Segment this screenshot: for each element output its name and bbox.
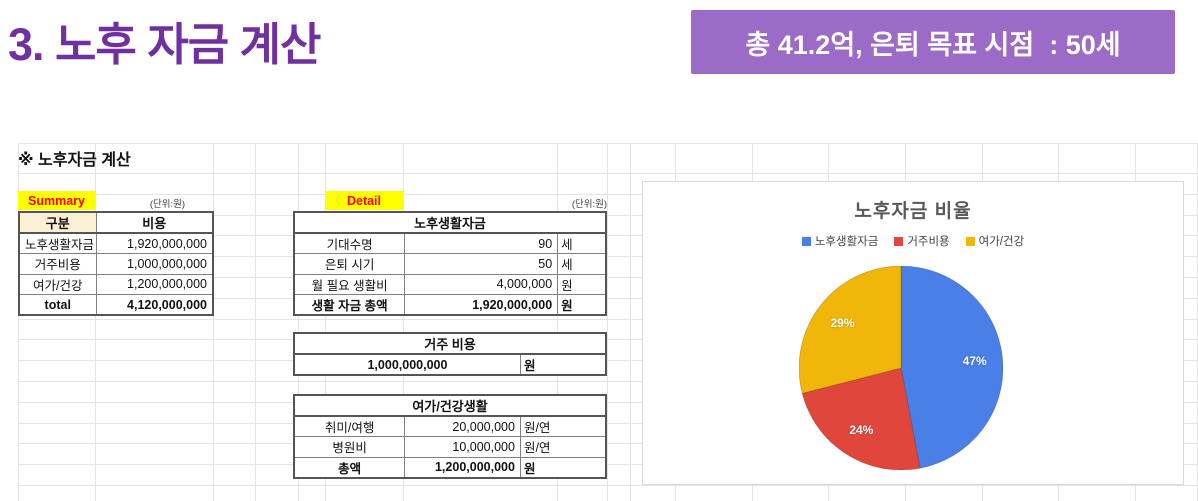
legend-item: 여가/건강: [965, 233, 1025, 249]
living-row-unit[interactable]: 세: [557, 232, 607, 254]
summary-total-label[interactable]: total: [18, 294, 97, 316]
detail-unit-note[interactable]: (단위:원): [571, 199, 607, 210]
leisure-row-value[interactable]: 10,000,000: [404, 436, 521, 458]
chart-title: 노후자금 비율: [854, 201, 972, 222]
pie-slice-label: 29%: [830, 315, 855, 330]
living-row-unit[interactable]: 세: [557, 253, 607, 275]
table-row: 취미/여행 20,000,000 원/연: [293, 415, 607, 437]
leisure-row-unit[interactable]: 원/연: [519, 415, 607, 437]
section-header[interactable]: ※ 노후자금 계산: [18, 152, 131, 169]
summary-table: 구분 비용 노후생활자금 1,920,000,000 거주비용 1,000,00…: [18, 211, 214, 316]
summary-total-value[interactable]: 4,120,000,000: [95, 294, 214, 316]
leisure-table-header: 여가/건강생활: [293, 394, 607, 417]
leisure-row-label[interactable]: 병원비: [293, 436, 406, 458]
living-funds-table: 노후생활자금 기대수명 90 세 은퇴 시기 50 세 월 필요 생활비 4,0…: [293, 211, 607, 316]
chart-legend: 노후생활자금 거주비용 여가/건강: [643, 233, 1183, 249]
living-table-header: 노후생활자금: [293, 211, 607, 234]
living-total-row: 생활 자금 총액 1,920,000,000 원: [293, 294, 607, 316]
summary-total-row: total 4,120,000,000: [18, 294, 214, 316]
summary-row-label[interactable]: 노후생활자금: [18, 232, 97, 254]
leisure-health-table: 여가/건강생활 취미/여행 20,000,000 원/연 병원비 10,000,…: [293, 394, 607, 479]
legend-swatch-icon: [801, 236, 811, 246]
leisure-row-unit[interactable]: 원/연: [519, 436, 607, 458]
living-row-value[interactable]: 50: [404, 253, 559, 275]
pie-slice-label: 47%: [962, 354, 987, 369]
leisure-total-unit[interactable]: 원: [519, 456, 607, 478]
housing-unit[interactable]: 원: [519, 353, 607, 376]
living-table-title[interactable]: 노후생활자금: [293, 211, 607, 234]
table-row: 노후생활자금 1,920,000,000: [18, 232, 214, 254]
summary-unit-note[interactable]: (단위:원): [149, 199, 185, 210]
leisure-table-title[interactable]: 여가/건강생활: [293, 394, 607, 417]
leisure-row-label[interactable]: 취미/여행: [293, 415, 406, 437]
pie-chart: [799, 266, 1003, 470]
living-total-unit[interactable]: 원: [557, 294, 607, 316]
legend-swatch-icon: [965, 236, 975, 246]
pie-slice-1: [801, 367, 921, 470]
table-row: 기대수명 90 세: [293, 232, 607, 254]
housing-cost-table: 거주 비용 1,000,000,000 원: [293, 332, 607, 376]
living-row-label[interactable]: 월 필요 생활비: [293, 273, 406, 295]
pie-slice-label: 24%: [849, 423, 874, 438]
legend-item: 노후생활자금: [801, 233, 879, 249]
summary-header-cost[interactable]: 비용: [95, 211, 214, 234]
leisure-total-row: 총액 1,200,000,000 원: [293, 456, 607, 478]
legend-label: 노후생활자금: [814, 236, 879, 248]
summary-badge: 총 41.2억, 은퇴 목표 시점 : 50세: [691, 10, 1175, 74]
summary-row-label[interactable]: 거주비용: [18, 253, 97, 275]
table-row: 은퇴 시기 50 세: [293, 253, 607, 275]
legend-item: 거주비용: [894, 233, 950, 249]
summary-header-row: 구분 비용: [18, 211, 214, 234]
table-row: 여가/건강 1,200,000,000: [18, 273, 214, 295]
pie-slice-2: [799, 266, 902, 394]
summary-row-value[interactable]: 1,000,000,000: [95, 253, 214, 275]
housing-value[interactable]: 1,000,000,000: [293, 353, 521, 376]
summary-header-category[interactable]: 구분: [18, 211, 97, 234]
legend-label: 거주비용: [907, 236, 950, 248]
leisure-total-label[interactable]: 총액: [293, 456, 406, 478]
table-row: 거주비용 1,000,000,000: [18, 253, 214, 275]
summary-row-label[interactable]: 여가/건강: [18, 273, 97, 295]
summary-row-value[interactable]: 1,920,000,000: [95, 232, 214, 254]
living-row-value[interactable]: 4,000,000: [404, 273, 559, 295]
detail-tag-cell[interactable]: Detail: [325, 191, 403, 210]
pie-slice-0: [900, 266, 1003, 469]
leisure-row-value[interactable]: 20,000,000: [404, 415, 521, 437]
summary-row-value[interactable]: 1,200,000,000: [95, 273, 214, 295]
legend-swatch-icon: [894, 236, 904, 246]
housing-table-header: 거주 비용: [293, 332, 607, 355]
summary-tag-cell[interactable]: Summary: [18, 191, 95, 210]
living-row-unit[interactable]: 원: [557, 273, 607, 295]
housing-value-row: 1,000,000,000 원: [293, 353, 607, 376]
pie-chart-panel[interactable]: 노후자금 비율 노후생활자금 거주비용 여가/건강 47% 24% 29%: [642, 181, 1184, 485]
living-total-value[interactable]: 1,920,000,000: [404, 294, 559, 316]
living-total-label[interactable]: 생활 자금 총액: [293, 294, 406, 316]
legend-label: 여가/건강: [978, 236, 1025, 248]
living-row-value[interactable]: 90: [404, 232, 559, 254]
table-row: 병원비 10,000,000 원/연: [293, 436, 607, 458]
page-title: 3. 노후 자금 계산: [8, 19, 321, 70]
table-row: 월 필요 생활비 4,000,000 원: [293, 273, 607, 295]
living-row-label[interactable]: 은퇴 시기: [293, 253, 406, 275]
living-row-label[interactable]: 기대수명: [293, 232, 406, 254]
housing-table-title[interactable]: 거주 비용: [293, 332, 607, 355]
leisure-total-value[interactable]: 1,200,000,000: [404, 456, 521, 478]
